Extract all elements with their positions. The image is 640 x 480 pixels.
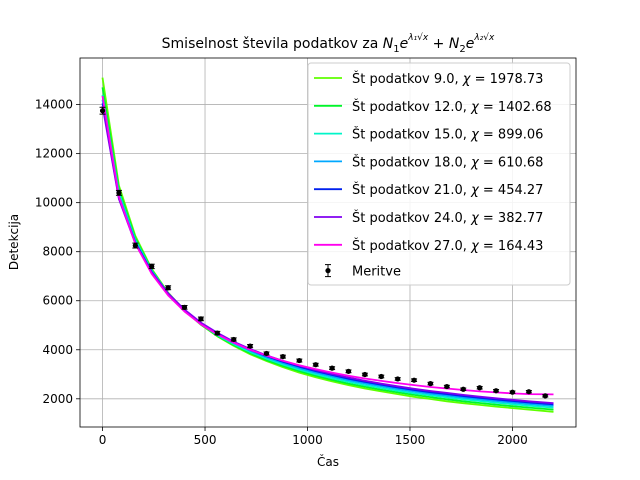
y-axis-label: Detekcija bbox=[7, 214, 21, 270]
title-exponent-2: λ₂√x bbox=[473, 32, 495, 43]
measurement-point bbox=[509, 389, 516, 395]
measurement-point bbox=[247, 343, 253, 349]
y-tick-label: 6000 bbox=[42, 294, 73, 308]
y-tick-label: 10000 bbox=[35, 196, 73, 210]
y-tick-label: 12000 bbox=[35, 147, 73, 161]
legend-label-7: Št podatkov 27.0, χ = 164.43 bbox=[352, 238, 543, 254]
legend-marker bbox=[325, 268, 331, 274]
title-exponent-1: λ₁√x bbox=[407, 32, 429, 43]
measurement-point bbox=[493, 388, 499, 394]
legend-label-1: Št podatkov 9.0, χ = 1978.73 bbox=[352, 71, 543, 87]
measurement-point bbox=[395, 376, 401, 382]
measurement-point bbox=[99, 108, 106, 114]
measurement-point bbox=[149, 263, 155, 270]
title-e1: e bbox=[400, 36, 409, 52]
legend-label-5: Št podatkov 21.0, χ = 454.27 bbox=[352, 182, 543, 198]
series-line-6 bbox=[101, 105, 554, 405]
measurement-point bbox=[313, 362, 319, 368]
measurement-point bbox=[477, 385, 483, 391]
x-axis-label: Čas bbox=[317, 454, 339, 469]
legend-label-measurements: Meritve bbox=[352, 265, 401, 280]
title-n2: N bbox=[449, 36, 460, 52]
axis-ticks: 0 500 1000 1500 2000 2000 4000 6000 8000 10000 120… bbox=[35, 98, 528, 447]
y-tick-label: 8000 bbox=[42, 245, 73, 259]
legend: Št podatkov 9.0, χ = 1978.73 Št podatkov … bbox=[307, 62, 571, 286]
x-tick-label: 1000 bbox=[292, 433, 323, 447]
measurement-point bbox=[263, 350, 270, 357]
measurement-point bbox=[214, 330, 220, 336]
series-line-7 bbox=[101, 95, 554, 396]
measurement-point bbox=[116, 190, 122, 196]
measurement-point bbox=[444, 383, 450, 390]
measurement-point bbox=[542, 393, 548, 399]
title-n1-subscript: 1 bbox=[393, 44, 399, 55]
measurement-point bbox=[231, 336, 237, 343]
y-tick-label: 14000 bbox=[35, 98, 73, 112]
y-tick-label: 2000 bbox=[42, 392, 73, 406]
measurement-point bbox=[296, 357, 302, 364]
x-tick-label: 1500 bbox=[395, 433, 426, 447]
legend-label-3: Št podatkov 15.0, χ = 899.06 bbox=[352, 127, 543, 143]
measurement-point bbox=[378, 373, 384, 380]
measurement-point bbox=[329, 365, 335, 371]
plot-area-frame bbox=[79, 57, 577, 428]
title-e2: e bbox=[466, 36, 475, 52]
measurement-point bbox=[181, 304, 188, 310]
x-tick-label: 500 bbox=[194, 433, 217, 447]
legend-label-6: Št podatkov 24.0, χ = 382.77 bbox=[352, 210, 543, 226]
measurement-point bbox=[411, 377, 417, 383]
measurement-point bbox=[345, 368, 352, 374]
y-tick-label: 4000 bbox=[42, 343, 73, 357]
measurement-point bbox=[165, 285, 171, 291]
measurement-point bbox=[362, 371, 368, 378]
fit-curves bbox=[101, 77, 554, 413]
measurement-points bbox=[99, 106, 549, 399]
measurement-point bbox=[280, 354, 286, 360]
title-n1: N bbox=[383, 36, 394, 52]
measurement-point bbox=[198, 316, 204, 322]
title-n2-subscript: 2 bbox=[459, 44, 465, 55]
x-tick-label: 0 bbox=[99, 433, 107, 447]
title-prefix: Smiselnost števila podatkov za bbox=[162, 36, 383, 52]
title-plus: + bbox=[428, 36, 449, 52]
chart-title: Smiselnost števila podatkov za N1eλ₁√x +… bbox=[162, 32, 495, 55]
x-tick-label: 2000 bbox=[497, 433, 528, 447]
measurement-point bbox=[132, 242, 138, 249]
legend-label-2: Št podatkov 12.0, χ = 1402.68 bbox=[352, 99, 552, 115]
measurement-point bbox=[460, 386, 466, 392]
legend-box bbox=[307, 62, 571, 286]
measurement-point bbox=[526, 389, 532, 395]
legend-label-4: Št podatkov 18.0, χ = 610.68 bbox=[352, 154, 543, 170]
measurement-point bbox=[427, 381, 434, 387]
